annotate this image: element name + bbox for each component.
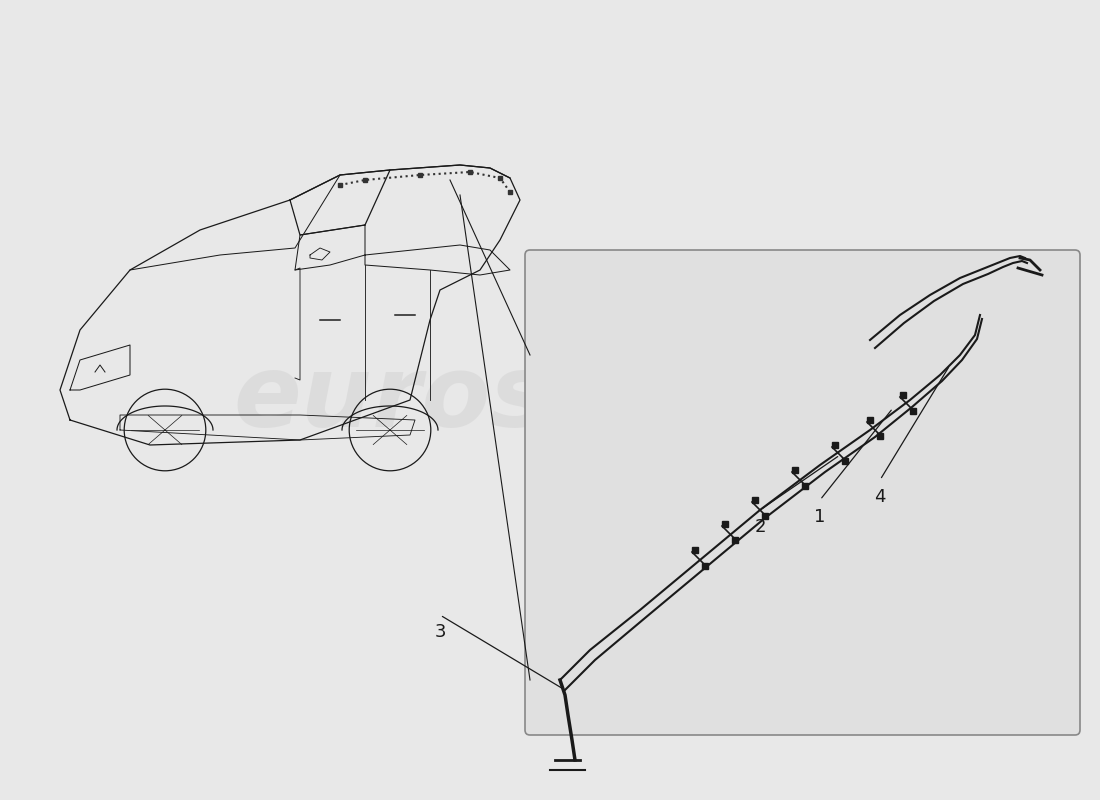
Text: eurospares: eurospares bbox=[233, 351, 867, 449]
Text: 3: 3 bbox=[434, 623, 446, 641]
Text: 2: 2 bbox=[755, 518, 766, 536]
Text: 4: 4 bbox=[874, 488, 886, 506]
Text: 1: 1 bbox=[814, 508, 826, 526]
FancyBboxPatch shape bbox=[525, 250, 1080, 735]
